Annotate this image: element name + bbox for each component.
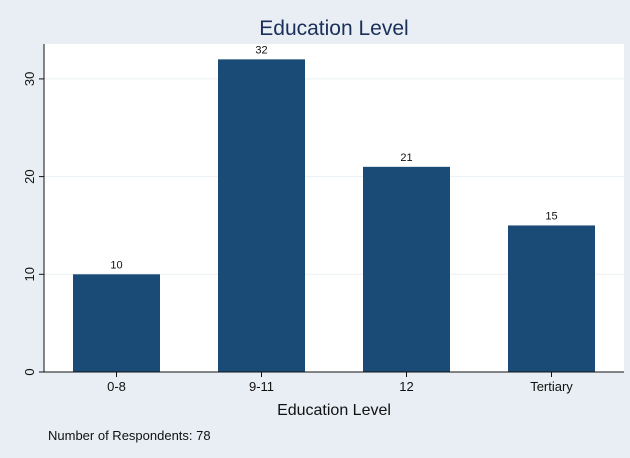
data-label: 21	[400, 152, 412, 164]
bar	[363, 166, 450, 372]
x-axis-title: Education Level	[277, 402, 391, 419]
data-labels: 10 32 21 15	[110, 44, 557, 271]
x-tick-label: 9-11	[249, 379, 274, 394]
data-label: 15	[545, 210, 557, 222]
chart-title: Education Level	[259, 17, 408, 40]
bar	[218, 59, 305, 373]
y-tick-label: 30	[22, 72, 37, 86]
x-tick-label: 0-8	[107, 379, 126, 394]
x-tick-label: Tertiary	[530, 379, 573, 394]
bar	[73, 274, 160, 372]
y-tick-label: 0	[22, 368, 37, 375]
bar	[508, 225, 595, 372]
bars	[73, 59, 595, 373]
data-label: 10	[110, 259, 122, 271]
axes: 0-8 9-11 12 Tertiary 0 10 20 30	[22, 44, 624, 394]
y-tick-label: 20	[22, 169, 37, 183]
x-tick-label: 12	[399, 379, 413, 394]
data-label: 32	[255, 44, 267, 56]
respondents-note: Number of Respondents: 78	[48, 428, 211, 443]
y-tick-label: 10	[22, 267, 37, 281]
